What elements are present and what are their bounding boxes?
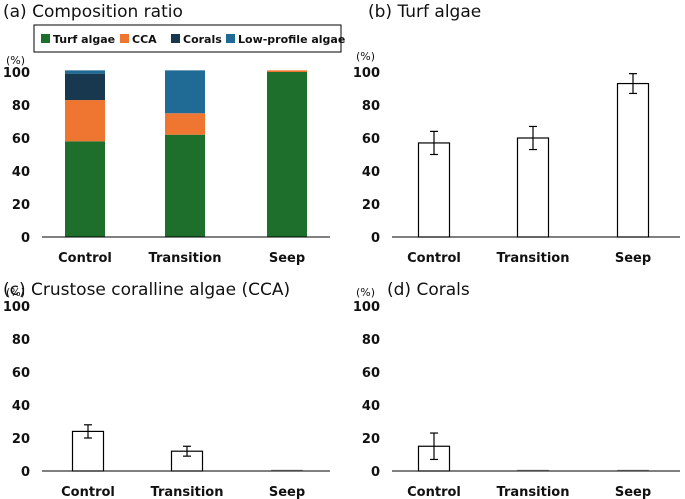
- panel-b-y-tick-label: 80: [362, 99, 380, 114]
- bar-control: [417, 142, 451, 238]
- panel-a-x-tick-label: Control: [58, 251, 112, 266]
- panel-c-x-tick-label: Transition: [151, 485, 224, 499]
- legend-swatch-low-profile-algae: [226, 34, 235, 43]
- bar-segment-corals-control: [65, 73, 105, 101]
- panel-c-title: (c) Crustose coralline algae (CCA): [3, 280, 290, 300]
- bar-transition: [516, 137, 550, 238]
- legend-label-corals: Corals: [183, 33, 222, 46]
- bar-segment-cca-transition: [165, 113, 205, 135]
- bar-segment-turf-algae-control: [65, 141, 105, 237]
- panel-d-y-tick-label: 0: [371, 465, 380, 480]
- panel-a-unit: (%): [6, 54, 25, 67]
- panel-a-x-ticks: Control Transition Seep: [58, 251, 305, 266]
- panel-a-y-tick-label: 60: [12, 132, 30, 147]
- legend-label-turf-algae: Turf algae: [53, 33, 115, 46]
- panel-b-x-tick-label: Transition: [497, 251, 570, 266]
- panel-a-x-tick-label: Seep: [269, 251, 305, 266]
- panel-d-y-tick-label: 100: [353, 300, 380, 315]
- panel-b-turf-algae: (b) Turf algae (%) 0 20 40 60 80 100 Control T…: [353, 2, 680, 266]
- panel-c-y-tick-label: 60: [12, 366, 30, 381]
- bar-segment-turf-algae-seep: [267, 72, 307, 237]
- panel-d-x-ticks: Control Transition Seep: [407, 485, 651, 499]
- panel-c-y-tick-label: 0: [21, 465, 30, 480]
- legend-label-low-profile-algae: Low-profile algae: [238, 33, 345, 46]
- bar-segment-low-profile-algae-control: [65, 70, 105, 74]
- panel-c-y-ticks: 0 20 40 60 80 100: [3, 300, 30, 480]
- panel-c-y-tick-label: 20: [12, 432, 30, 447]
- panel-b-y-tick-label: 20: [362, 198, 380, 213]
- panel-d-bars: [417, 432, 649, 472]
- panel-d-x-tick-label: Seep: [615, 485, 651, 499]
- panel-d-y-ticks: 0 20 40 60 80 100: [353, 300, 380, 480]
- panel-c-y-tick-label: 80: [12, 333, 30, 348]
- panel-d-y-tick-label: 20: [362, 432, 380, 447]
- panel-a-title: (a) Composition ratio: [3, 2, 183, 22]
- panel-c-x-ticks: Control Transition Seep: [61, 485, 305, 499]
- bar-segment-cca-seep: [267, 70, 307, 72]
- panel-b-y-tick-label: 40: [362, 165, 380, 180]
- panel-b-y-tick-label: 100: [353, 66, 380, 81]
- panel-a-bars: [65, 70, 307, 237]
- panel-b-bars: [417, 73, 650, 238]
- panel-c-y-tick-label: 100: [3, 300, 30, 315]
- panel-b-y-tick-label: 60: [362, 132, 380, 147]
- legend: Turf algae CCA Corals Low-profile algae: [33, 24, 345, 53]
- bar-seep: [616, 82, 650, 238]
- panel-d-x-tick-label: Control: [407, 485, 461, 499]
- panel-d-y-tick-label: 80: [362, 333, 380, 348]
- legend-box: [33, 24, 342, 53]
- panel-c-x-tick-label: Control: [61, 485, 115, 499]
- panel-a-composition-ratio: (a) Composition ratio (%) Turf algae CCA…: [3, 2, 345, 266]
- panel-a-y-tick-label: 20: [12, 198, 30, 213]
- bar-segment-low-profile-algae-transition: [165, 70, 205, 114]
- panel-a-x-tick-label: Transition: [149, 251, 222, 266]
- panel-a-y-ticks: 0 20 40 60 80 100: [3, 66, 30, 246]
- legend-swatch-turf-algae: [41, 34, 50, 43]
- panel-d-title: (d) Corals: [387, 280, 470, 300]
- panel-d-y-tick-label: 40: [362, 399, 380, 414]
- panel-a-y-tick-label: 100: [3, 66, 30, 81]
- panel-b-title: (b) Turf algae: [368, 2, 481, 22]
- panel-c-unit: (%): [6, 286, 25, 299]
- panel-b-y-tick-label: 0: [371, 231, 380, 246]
- panel-d-y-tick-label: 60: [362, 366, 380, 381]
- bar-segment-turf-algae-transition: [165, 134, 205, 237]
- bar-segment-cca-control: [65, 100, 105, 142]
- legend-label-cca: CCA: [132, 33, 157, 46]
- panel-a-y-tick-label: 80: [12, 99, 30, 114]
- panel-b-x-ticks: Control Transition Seep: [407, 251, 651, 266]
- panel-a-y-tick-label: 40: [12, 165, 30, 180]
- panel-b-unit: (%): [356, 50, 375, 63]
- panel-b-x-tick-label: Seep: [615, 251, 651, 266]
- panel-d-corals: (d) Corals (%) 0 20 40 60 80 100 Control Trans…: [353, 280, 680, 499]
- panel-b-x-tick-label: Control: [407, 251, 461, 266]
- panel-c-x-tick-label: Seep: [269, 485, 305, 499]
- panel-b-y-ticks: 0 20 40 60 80 100: [353, 66, 380, 246]
- panel-c-y-tick-label: 40: [12, 399, 30, 414]
- legend-swatch-corals: [171, 34, 180, 43]
- panel-d-unit: (%): [356, 286, 375, 299]
- panel-c-cca: (c) Crustose coralline algae (CCA) (%) 0…: [3, 280, 330, 499]
- legend-swatch-cca: [120, 34, 129, 43]
- panel-d-x-tick-label: Transition: [497, 485, 570, 499]
- panel-c-bars: [71, 424, 303, 472]
- panel-a-y-tick-label: 0: [21, 231, 30, 246]
